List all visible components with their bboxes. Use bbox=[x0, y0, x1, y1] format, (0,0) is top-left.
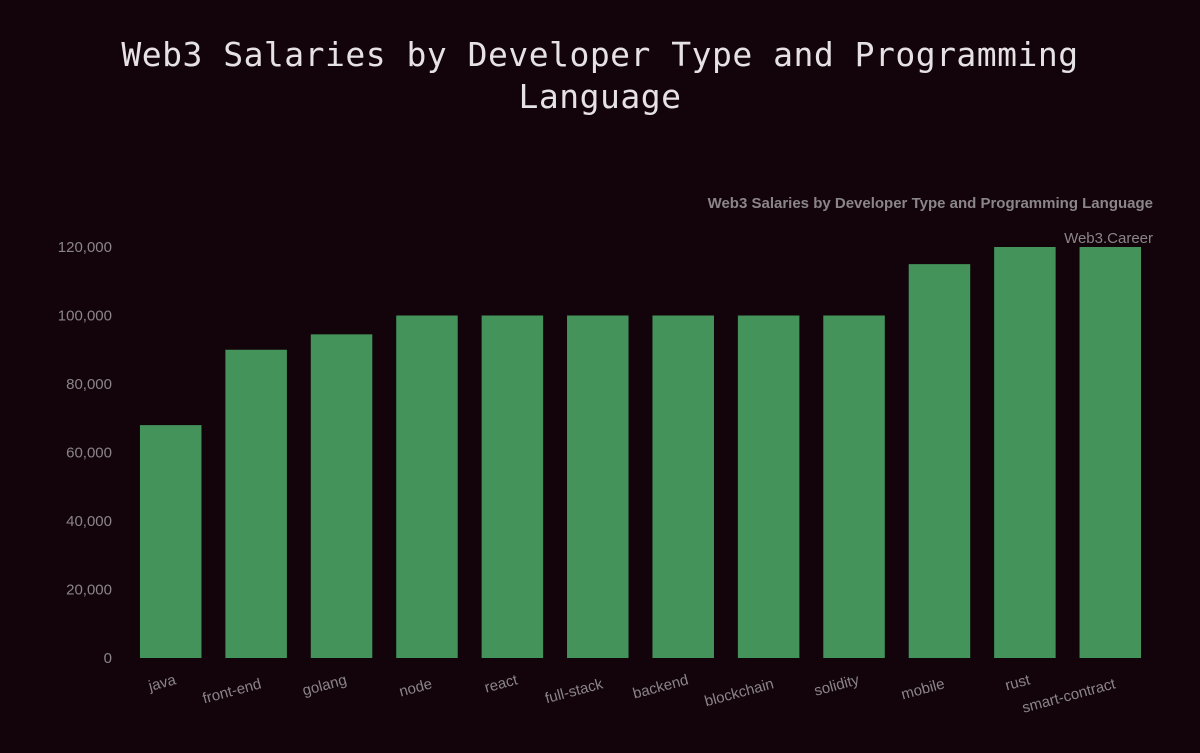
y-tick-label: 120,000 bbox=[58, 239, 112, 256]
x-axis: java front-end golang node react full-stack ba… bbox=[146, 671, 1118, 716]
x-tick-label-backend: backend bbox=[631, 671, 690, 702]
bar-node bbox=[396, 315, 458, 658]
y-tick-label: 60,000 bbox=[66, 445, 112, 462]
x-tick-label-mobile: mobile bbox=[899, 675, 946, 703]
x-tick-label-java: java bbox=[146, 671, 179, 695]
y-tick-label: 0 bbox=[104, 650, 112, 667]
bar-mobile bbox=[908, 264, 971, 659]
y-tick-label: 80,000 bbox=[66, 376, 112, 393]
bar-front-end bbox=[225, 349, 287, 658]
x-tick-label-golang: golang bbox=[301, 671, 349, 699]
x-tick-label-react: react bbox=[483, 671, 520, 696]
page-title-line-1: Web3 Salaries by Developer Type and Prog… bbox=[121, 35, 1079, 74]
page-title: Web3 Salaries by Developer Type and Prog… bbox=[0, 34, 1200, 118]
y-tick-label: 40,000 bbox=[66, 513, 112, 530]
x-tick-label-rust: rust bbox=[1003, 671, 1032, 694]
bar-golang bbox=[310, 334, 373, 658]
bar-rust bbox=[994, 247, 1056, 658]
watermark: Web3.Career bbox=[1064, 230, 1153, 247]
bar-smart-contract bbox=[1079, 247, 1142, 658]
bar-react bbox=[481, 315, 544, 658]
x-tick-label-front-end: front-end bbox=[201, 675, 263, 707]
x-tick-label-solidity: solidity bbox=[812, 671, 861, 699]
bar-java bbox=[139, 425, 202, 658]
y-tick-label: 20,000 bbox=[66, 582, 112, 599]
x-tick-label-full-stack: full-stack bbox=[543, 675, 605, 707]
bar-backend bbox=[652, 315, 714, 658]
x-tick-label-smart-contract: smart-contract bbox=[1020, 675, 1118, 716]
bar-blockchain bbox=[737, 315, 800, 658]
bars-group bbox=[139, 247, 1142, 659]
y-axis: 0 20,000 40,000 60,000 80,000 100,000 120,000 bbox=[58, 239, 112, 667]
y-tick-label: 100,000 bbox=[58, 308, 112, 325]
bar-solidity bbox=[823, 315, 885, 658]
x-tick-label-node: node bbox=[397, 675, 434, 700]
page-title-line-2: Language bbox=[518, 77, 682, 116]
bar-full-stack bbox=[567, 315, 629, 658]
chart-title: Web3 Salaries by Developer Type and Prog… bbox=[708, 195, 1153, 212]
x-tick-label-blockchain: blockchain bbox=[703, 675, 776, 710]
